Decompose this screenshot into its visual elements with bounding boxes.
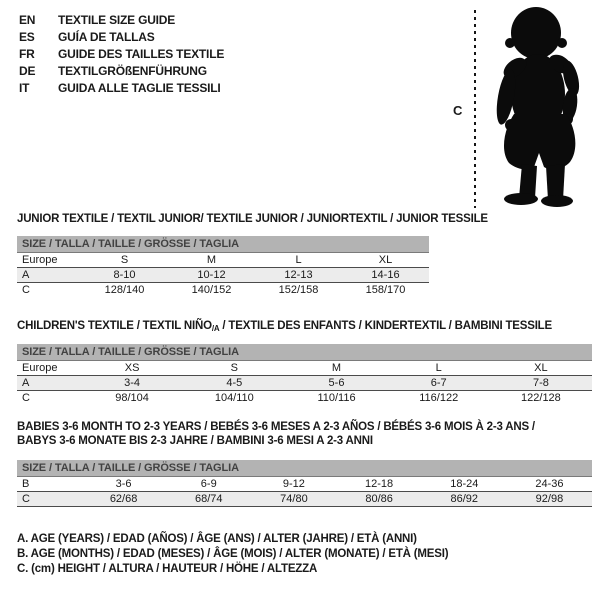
row-label: A	[22, 377, 30, 389]
language-row-fr: FR GUIDE DES TAILLES TEXTILE	[19, 45, 224, 62]
row-label: Europe	[22, 362, 58, 374]
height-cell: 116/122	[419, 392, 459, 404]
age-cell: 6-7	[430, 377, 447, 389]
size-cell: L	[295, 254, 302, 266]
baby-silhouette-icon	[496, 7, 580, 207]
height-cell: 86/92	[450, 493, 479, 505]
language-code: IT	[19, 80, 30, 95]
junior-size-table: SIZE / TALLA / TAILLE / GRÖSSE / TAGLIA …	[17, 236, 429, 298]
children-title-post: / TEXTILE DES ENFANTS / KINDERTEXTIL / B…	[219, 320, 552, 332]
height-cell: 74/80	[280, 493, 308, 505]
height-cell: 68/74	[194, 493, 223, 505]
table-row-age: A 3-4 4-5 5-6 6-7 7-8	[17, 376, 592, 391]
language-code: FR	[19, 46, 35, 61]
row-label: C	[22, 284, 30, 296]
table-row-height: C 98/104 104/110 110/116 116/122 122/128	[17, 391, 592, 406]
language-title: GUIDE DES TAILLES TEXTILE	[58, 46, 225, 61]
height-measure-label: C	[453, 103, 463, 118]
age-cell: 14-16	[371, 269, 400, 281]
size-cell: XL	[534, 362, 548, 374]
children-title-sub: /A	[211, 324, 220, 333]
size-cell: M	[206, 254, 217, 266]
language-title: GUÍA DE TALLAS	[58, 29, 155, 44]
baby-height-figure: C	[440, 4, 600, 214]
size-cell: S	[230, 362, 238, 374]
language-code: DE	[19, 63, 36, 78]
children-title-pre: CHILDREN'S TEXTILE / TEXTIL NIÑO	[17, 320, 212, 332]
age-cell: 9-12	[282, 478, 305, 490]
height-cell: 92/98	[535, 493, 564, 505]
age-cell: 5-6	[328, 377, 345, 389]
age-cell: 24-36	[535, 478, 564, 490]
legend-note-height: C. (cm) HEIGHT / ALTURA / HAUTEUR / HÖHE…	[17, 563, 318, 575]
children-table-title: CHILDREN'S TEXTILE / TEXTIL NIÑO/A / TEX…	[17, 320, 552, 333]
age-cell: 12-13	[284, 269, 313, 281]
age-cell: 10-12	[197, 269, 226, 281]
size-header-bar: SIZE / TALLA / TAILLE / GRÖSSE / TAGLIA	[17, 236, 429, 253]
row-label: Europe	[22, 254, 58, 266]
table-row-height: C 128/140 140/152 152/158 158/170	[17, 283, 429, 298]
children-size-table: SIZE / TALLA / TAILLE / GRÖSSE / TAGLIA …	[17, 344, 592, 406]
age-cell: 7-8	[532, 377, 549, 389]
language-row-en: EN TEXTILE SIZE GUIDE	[19, 11, 224, 28]
height-cell: 152/158	[278, 284, 319, 296]
row-label: B	[22, 478, 30, 490]
language-title: GUIDA ALLE TAGLIE TESSILI	[58, 80, 221, 95]
height-cell: 140/152	[191, 284, 232, 296]
age-cell: 18-24	[450, 478, 479, 490]
size-cell: XL	[378, 254, 393, 266]
height-cell: 158/170	[365, 284, 406, 296]
age-cell: 3-4	[124, 377, 141, 389]
size-cell: XS	[124, 362, 140, 374]
age-cell: 4-5	[226, 377, 243, 389]
size-cell: L	[435, 362, 442, 374]
language-row-it: IT GUIDA ALLE TAGLIE TESSILI	[19, 79, 224, 96]
legend-note-age-years: A. AGE (YEARS) / EDAD (AÑOS) / ÂGE (ANS)…	[17, 533, 417, 545]
height-dashed-line	[474, 10, 476, 208]
babies-table-title-line2: BABYS 3-6 MONATE BIS 2-3 JAHRE / BAMBINI…	[17, 435, 373, 447]
table-row-height: C 62/68 68/74 74/80 80/86 86/92 92/98	[17, 492, 592, 507]
height-cell: 122/128	[521, 392, 561, 404]
table-row-europe: Europe S M L XL	[17, 253, 429, 268]
language-title: TEXTILE SIZE GUIDE	[58, 12, 176, 27]
language-row-es: ES GUÍA DE TALLAS	[19, 28, 224, 45]
size-cell: M	[331, 362, 342, 374]
language-title-list: EN TEXTILE SIZE GUIDE ES GUÍA DE TALLAS …	[19, 11, 224, 96]
junior-table-title: JUNIOR TEXTILE / TEXTIL JUNIOR/ TEXTILE …	[17, 213, 488, 225]
row-label: C	[22, 493, 30, 505]
language-title: TEXTILGRÖßENFÜHRUNG	[58, 63, 207, 78]
language-code: EN	[19, 12, 36, 27]
language-code: ES	[19, 29, 35, 44]
babies-table-title-line1: BABIES 3-6 MONTH TO 2-3 YEARS / BEBÉS 3-…	[17, 421, 535, 433]
row-label: C	[22, 392, 30, 404]
table-row-europe: Europe XS S M L XL	[17, 361, 592, 376]
age-cell: 8-10	[113, 269, 136, 281]
height-cell: 110/116	[317, 392, 356, 404]
age-cell: 12-18	[365, 478, 394, 490]
height-cell: 104/110	[214, 392, 254, 404]
table-row-age: A 8-10 10-12 12-13 14-16	[17, 268, 429, 283]
age-cell: 3-6	[115, 478, 132, 490]
row-label: A	[22, 269, 30, 281]
legend-note-age-months: B. AGE (MONTHS) / EDAD (MESES) / ÂGE (MO…	[17, 548, 449, 560]
age-cell: 6-9	[200, 478, 217, 490]
table-row-age-months: B 3-6 6-9 9-12 12-18 18-24 24-36	[17, 477, 592, 492]
size-header-bar: SIZE / TALLA / TAILLE / GRÖSSE / TAGLIA	[17, 344, 592, 361]
height-cell: 128/140	[104, 284, 145, 296]
height-cell: 62/68	[109, 493, 138, 505]
height-cell: 80/86	[365, 493, 393, 505]
size-header-bar: SIZE / TALLA / TAILLE / GRÖSSE / TAGLIA	[17, 460, 592, 477]
language-row-de: DE TEXTILGRÖßENFÜHRUNG	[19, 62, 224, 79]
babies-size-table: SIZE / TALLA / TAILLE / GRÖSSE / TAGLIA …	[17, 460, 592, 507]
size-cell: S	[120, 254, 129, 266]
height-cell: 98/104	[115, 392, 149, 404]
